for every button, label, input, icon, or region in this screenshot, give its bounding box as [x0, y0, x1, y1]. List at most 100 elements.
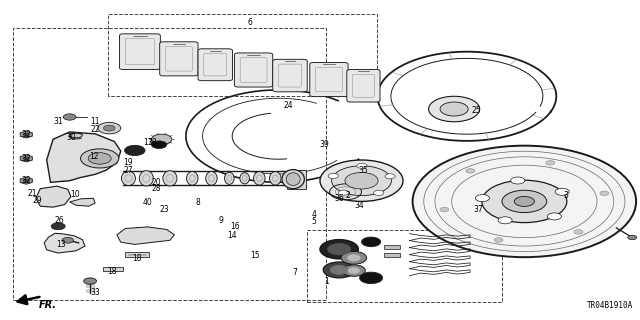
Text: 30: 30: [66, 132, 76, 141]
Circle shape: [466, 169, 475, 173]
Text: 39: 39: [319, 140, 329, 149]
Circle shape: [600, 191, 609, 196]
Text: 18: 18: [132, 254, 142, 263]
Polygon shape: [103, 267, 124, 271]
Ellipse shape: [282, 170, 305, 189]
Polygon shape: [20, 155, 33, 162]
Ellipse shape: [163, 171, 177, 186]
Ellipse shape: [240, 173, 250, 184]
Text: 21: 21: [28, 189, 36, 198]
Text: 34: 34: [355, 201, 364, 210]
Text: 12: 12: [89, 152, 99, 161]
Text: 7: 7: [292, 268, 297, 277]
Bar: [287, 170, 306, 189]
Circle shape: [320, 160, 403, 201]
Text: 25: 25: [472, 106, 481, 115]
Text: TR04B1910A: TR04B1910A: [587, 301, 633, 310]
Circle shape: [332, 166, 392, 196]
FancyBboxPatch shape: [310, 62, 348, 97]
Circle shape: [339, 190, 349, 195]
Text: 32: 32: [21, 176, 31, 185]
Text: 20: 20: [152, 178, 161, 187]
Circle shape: [98, 123, 121, 134]
Text: 31: 31: [53, 116, 63, 126]
Circle shape: [385, 174, 395, 179]
FancyBboxPatch shape: [160, 42, 198, 76]
Polygon shape: [20, 131, 33, 138]
FancyBboxPatch shape: [347, 69, 380, 102]
Text: 3: 3: [563, 190, 568, 200]
Circle shape: [81, 149, 119, 168]
Text: 19: 19: [124, 158, 133, 167]
Circle shape: [88, 153, 111, 164]
Circle shape: [476, 195, 490, 202]
Circle shape: [23, 133, 29, 136]
Text: 15: 15: [250, 251, 260, 260]
Circle shape: [152, 141, 167, 148]
Circle shape: [498, 217, 512, 224]
Circle shape: [63, 114, 76, 120]
Ellipse shape: [140, 171, 154, 186]
Circle shape: [62, 237, 74, 243]
Circle shape: [342, 265, 365, 276]
Circle shape: [348, 255, 360, 261]
Text: 40: 40: [143, 197, 152, 206]
Circle shape: [547, 213, 561, 220]
Circle shape: [51, 223, 65, 230]
Circle shape: [546, 161, 555, 165]
Circle shape: [23, 179, 29, 182]
Circle shape: [345, 172, 378, 189]
Circle shape: [628, 235, 637, 240]
Circle shape: [429, 96, 479, 122]
Circle shape: [152, 134, 172, 144]
Text: 36: 36: [334, 194, 344, 204]
Circle shape: [23, 157, 29, 160]
Ellipse shape: [269, 172, 281, 185]
Text: 8: 8: [195, 197, 200, 206]
Text: 17: 17: [143, 138, 152, 147]
FancyBboxPatch shape: [120, 34, 161, 69]
Circle shape: [357, 163, 367, 168]
Polygon shape: [47, 132, 121, 182]
Text: FR.: FR.: [39, 300, 57, 310]
Circle shape: [348, 268, 360, 273]
Bar: [384, 253, 400, 257]
Text: 35: 35: [358, 166, 367, 175]
Ellipse shape: [186, 172, 198, 185]
Circle shape: [320, 240, 358, 259]
Text: 27: 27: [124, 166, 133, 175]
Circle shape: [154, 137, 170, 146]
Circle shape: [84, 278, 97, 284]
Text: 24: 24: [284, 101, 293, 110]
Circle shape: [374, 190, 384, 196]
Circle shape: [341, 252, 367, 264]
Text: 22: 22: [90, 125, 100, 134]
Polygon shape: [70, 198, 95, 206]
Circle shape: [440, 207, 449, 212]
Text: 18: 18: [108, 267, 117, 276]
Bar: [384, 245, 400, 249]
Ellipse shape: [70, 132, 83, 138]
Circle shape: [413, 146, 636, 257]
Text: 32: 32: [21, 130, 31, 139]
Circle shape: [440, 102, 468, 116]
Text: 38: 38: [147, 138, 157, 147]
Text: 14: 14: [227, 231, 237, 240]
Text: 13: 13: [56, 240, 66, 249]
Ellipse shape: [205, 172, 217, 185]
Text: 10: 10: [70, 190, 79, 199]
Polygon shape: [20, 177, 33, 184]
Text: 33: 33: [90, 288, 100, 297]
Polygon shape: [44, 233, 85, 253]
Text: 5: 5: [311, 217, 316, 226]
Text: 11: 11: [90, 117, 100, 126]
Circle shape: [360, 272, 383, 284]
Circle shape: [555, 188, 569, 195]
Circle shape: [574, 230, 583, 234]
Circle shape: [323, 262, 355, 278]
Text: 26: 26: [54, 216, 64, 225]
Ellipse shape: [253, 172, 265, 185]
Text: 16: 16: [230, 222, 240, 231]
Circle shape: [502, 190, 547, 212]
Circle shape: [482, 180, 567, 223]
